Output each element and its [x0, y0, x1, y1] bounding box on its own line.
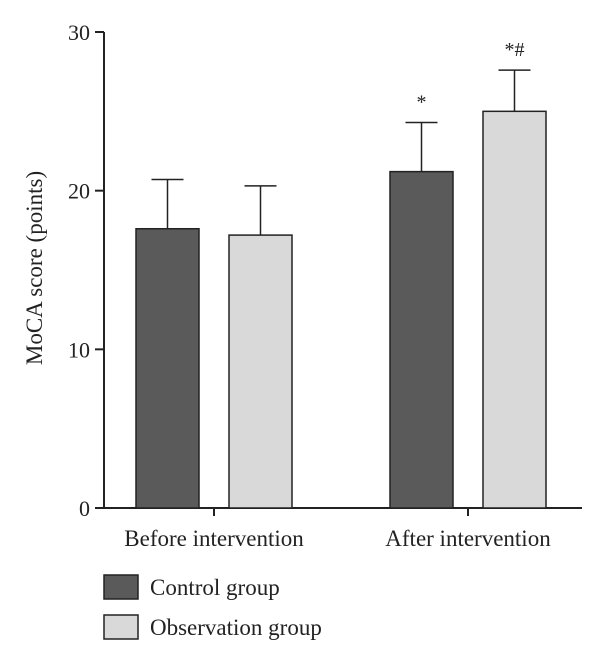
- legend-label: Control group: [150, 575, 280, 600]
- significance-marker: *#: [505, 39, 525, 61]
- bar: [389, 170, 454, 509]
- bar: [135, 227, 200, 509]
- bar: [228, 234, 293, 509]
- y-tick-label: 30: [68, 20, 90, 45]
- x-tick-label: After intervention: [385, 526, 551, 551]
- y-axis-label: MoCA score (points): [22, 171, 47, 365]
- legend-label: Observation group: [150, 615, 322, 640]
- y-tick-label: 10: [68, 337, 90, 362]
- significance-marker: *: [417, 91, 427, 113]
- legend-swatch: [103, 574, 139, 600]
- legend: Control group Observation group: [103, 574, 322, 640]
- plot-area: 0 10 20 30 * *# Before intervention After inter…: [68, 20, 582, 551]
- x-tick-label: Before intervention: [124, 526, 304, 551]
- bar: [482, 110, 547, 509]
- y-tick-label: 0: [79, 496, 90, 521]
- y-tick-label: 20: [68, 179, 90, 204]
- legend-swatch: [103, 614, 139, 640]
